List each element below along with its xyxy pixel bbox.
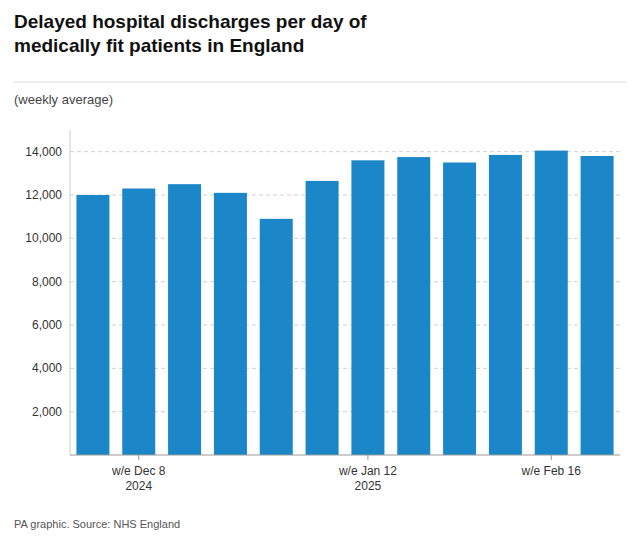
bar <box>443 163 476 456</box>
page: {"chart_data": {"type": "bar", "title": … <box>0 0 640 538</box>
x-tick-label: w/e Jan 122025 <box>338 464 397 493</box>
text-line: w/e Dec 8 <box>111 464 166 478</box>
bar <box>122 189 155 456</box>
bar <box>260 219 293 455</box>
bar <box>214 193 247 455</box>
bar <box>306 181 339 455</box>
text-line: 2024 <box>125 479 152 493</box>
bar <box>581 156 614 455</box>
bar <box>535 151 568 455</box>
y-tick-label: 12,000 <box>25 188 62 202</box>
subtitle: (weekly average) <box>14 92 113 107</box>
y-tick-label: 6,000 <box>32 318 62 332</box>
chart-container: Delayed hospital discharges per day of me… <box>0 0 640 538</box>
text-line: Delayed hospital discharges per day of <box>14 11 367 32</box>
bar <box>76 195 109 455</box>
y-tick-label: 8,000 <box>32 275 62 289</box>
y-tick-label: 10,000 <box>25 231 62 245</box>
y-axis-line <box>70 130 71 455</box>
title: Delayed hospital discharges per day of me… <box>14 11 367 56</box>
source: PA graphic. Source: NHS England <box>14 518 180 530</box>
bar <box>489 155 522 455</box>
text-line: 2025 <box>355 479 382 493</box>
x-tick <box>551 455 552 460</box>
text-line: w/e Feb 16 <box>521 464 582 478</box>
y-tick-label: 14,000 <box>25 145 62 159</box>
bar <box>351 160 384 455</box>
y-tick-label: 2,000 <box>32 405 62 419</box>
axes: 2,000 4,000 6,000 8,000 10,000 12,000 14,000 <box>25 130 620 455</box>
bar <box>397 157 430 455</box>
text-line: medically fit patients in England <box>14 35 304 56</box>
x-axis-line <box>70 455 620 456</box>
x-tick-label: w/e Dec 82024 <box>111 464 166 493</box>
chart: Delayed hospital discharges per day of me… <box>0 0 640 538</box>
text-line: w/e Jan 12 <box>338 464 397 478</box>
separator <box>14 82 626 83</box>
x-tick <box>138 455 139 460</box>
bar <box>168 184 201 455</box>
bars <box>76 151 613 455</box>
x-tick-label: w/e Feb 16 <box>521 464 582 478</box>
x-tick <box>367 455 368 460</box>
y-tick-label: 4,000 <box>32 361 62 375</box>
